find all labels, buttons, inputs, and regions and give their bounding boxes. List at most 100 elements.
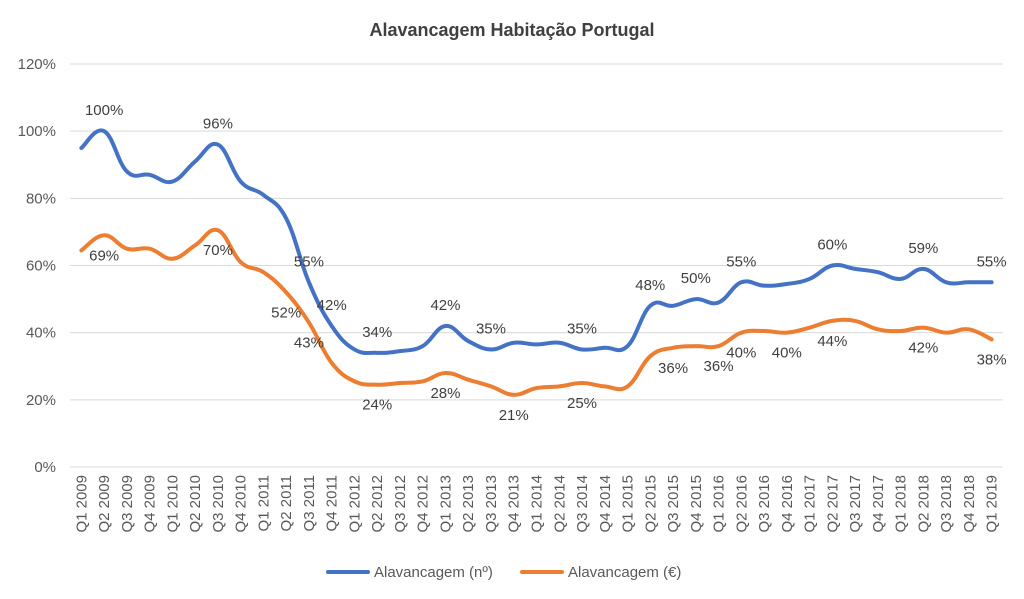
series-lines: [79, 128, 994, 397]
data-point: [102, 233, 106, 237]
x-tick-label: Q1 2017: [802, 475, 819, 533]
data-point: [762, 284, 766, 288]
x-tick-label: Q2 2015: [642, 475, 659, 533]
x-tick-label: Q3 2011: [301, 475, 318, 531]
data-label: 40%: [726, 345, 756, 362]
data-point: [603, 346, 607, 350]
data-label: 38%: [977, 351, 1007, 368]
data-point: [717, 300, 721, 304]
x-tick-label: Q1 2012: [346, 475, 363, 533]
data-point: [261, 270, 265, 274]
data-point: [330, 324, 334, 328]
x-tick-label: Q4 2015: [688, 475, 705, 533]
x-tick-label: Q3 2014: [574, 475, 591, 533]
data-point: [535, 342, 539, 346]
data-point: [352, 347, 356, 351]
x-tick-label: Q3 2012: [392, 475, 409, 533]
data-point: [830, 319, 834, 323]
x-tick-label: Q2 2013: [460, 475, 477, 533]
data-point: [694, 344, 698, 348]
data-point: [899, 277, 903, 281]
y-axis: 0% 20% 40% 60% 80% 100% 120%: [18, 56, 56, 476]
data-point: [648, 354, 652, 358]
data-point: [671, 346, 675, 350]
data-point: [921, 326, 925, 330]
data-point: [307, 321, 311, 325]
data-point: [512, 393, 516, 397]
data-point: [648, 304, 652, 308]
y-tick-label: 80%: [26, 190, 56, 207]
y-tick-label: 20%: [26, 392, 56, 409]
y-tick-label: 60%: [26, 258, 56, 275]
data-label: 55%: [977, 253, 1007, 270]
data-label: 44%: [817, 333, 847, 350]
data-point: [443, 371, 447, 375]
data-label: 48%: [635, 277, 665, 294]
data-label: 60%: [817, 237, 847, 254]
x-tick-label: Q1 2011: [255, 475, 272, 531]
data-point: [193, 159, 197, 163]
data-point: [967, 280, 971, 284]
x-tick-label: Q1 2018: [893, 475, 910, 533]
y-tick-label: 120%: [18, 56, 56, 73]
data-point: [580, 347, 584, 351]
gridlines: [70, 63, 1003, 468]
data-label: 35%: [567, 320, 597, 337]
data-point: [466, 378, 470, 382]
data-point: [990, 337, 994, 341]
data-point: [79, 146, 83, 150]
data-point: [876, 270, 880, 274]
x-tick-label: Q3 2009: [119, 475, 136, 533]
data-point: [216, 143, 220, 147]
x-tick-label: Q2 2018: [915, 475, 932, 533]
x-tick-label: Q1 2019: [984, 475, 1001, 533]
data-point: [79, 248, 83, 252]
data-point: [876, 327, 880, 331]
x-tick-label: Q2 2012: [369, 475, 386, 533]
data-label: 59%: [908, 240, 938, 257]
legend-label: Alavancagem (nº): [374, 564, 493, 581]
x-tick-label: Q3 2017: [847, 475, 864, 533]
x-tick-label: Q3 2013: [483, 475, 500, 533]
data-point: [557, 384, 561, 388]
x-tick-label: Q3 2015: [665, 475, 682, 533]
x-tick-label: Q4 2017: [870, 475, 887, 533]
data-point: [307, 280, 311, 284]
x-tick-label: Q3 2018: [938, 475, 955, 533]
data-point: [717, 344, 721, 348]
data-point: [352, 379, 356, 383]
data-point: [148, 247, 152, 251]
data-point: [580, 381, 584, 385]
x-tick-label: Q2 2017: [824, 475, 841, 533]
data-point: [170, 180, 174, 184]
data-label: 42%: [908, 340, 938, 357]
x-tick-label: Q4 2010: [233, 475, 250, 533]
data-point: [899, 329, 903, 333]
data-point: [216, 228, 220, 232]
data-point: [102, 129, 106, 133]
data-label: 34%: [362, 324, 392, 341]
legend-label: Alavancagem (€): [568, 564, 681, 581]
data-label: 36%: [704, 358, 734, 375]
data-point: [830, 264, 834, 268]
data-point: [239, 260, 243, 264]
data-label: 35%: [476, 320, 506, 337]
data-point: [853, 267, 857, 271]
chart-title: Alavancagem Habitação Portugal: [369, 20, 654, 40]
data-label: 42%: [430, 297, 460, 314]
data-point: [284, 216, 288, 220]
data-point: [148, 173, 152, 177]
x-tick-label: Q4 2018: [961, 475, 978, 533]
data-label: 50%: [681, 270, 711, 287]
data-point: [466, 339, 470, 343]
data-label: 96%: [203, 116, 233, 133]
data-point: [808, 326, 812, 330]
data-point: [603, 384, 607, 388]
data-label: 36%: [658, 360, 688, 377]
x-tick-label: Q3 2010: [210, 475, 227, 533]
data-point: [443, 324, 447, 328]
data-point: [626, 344, 630, 348]
x-tick-label: Q4 2011: [324, 475, 341, 531]
data-label: 52%: [271, 304, 301, 321]
x-axis: Q1 2009 Q2 2009 Q3 2009 Q4 2009 Q1 2010 Q2 20…: [73, 475, 1000, 533]
